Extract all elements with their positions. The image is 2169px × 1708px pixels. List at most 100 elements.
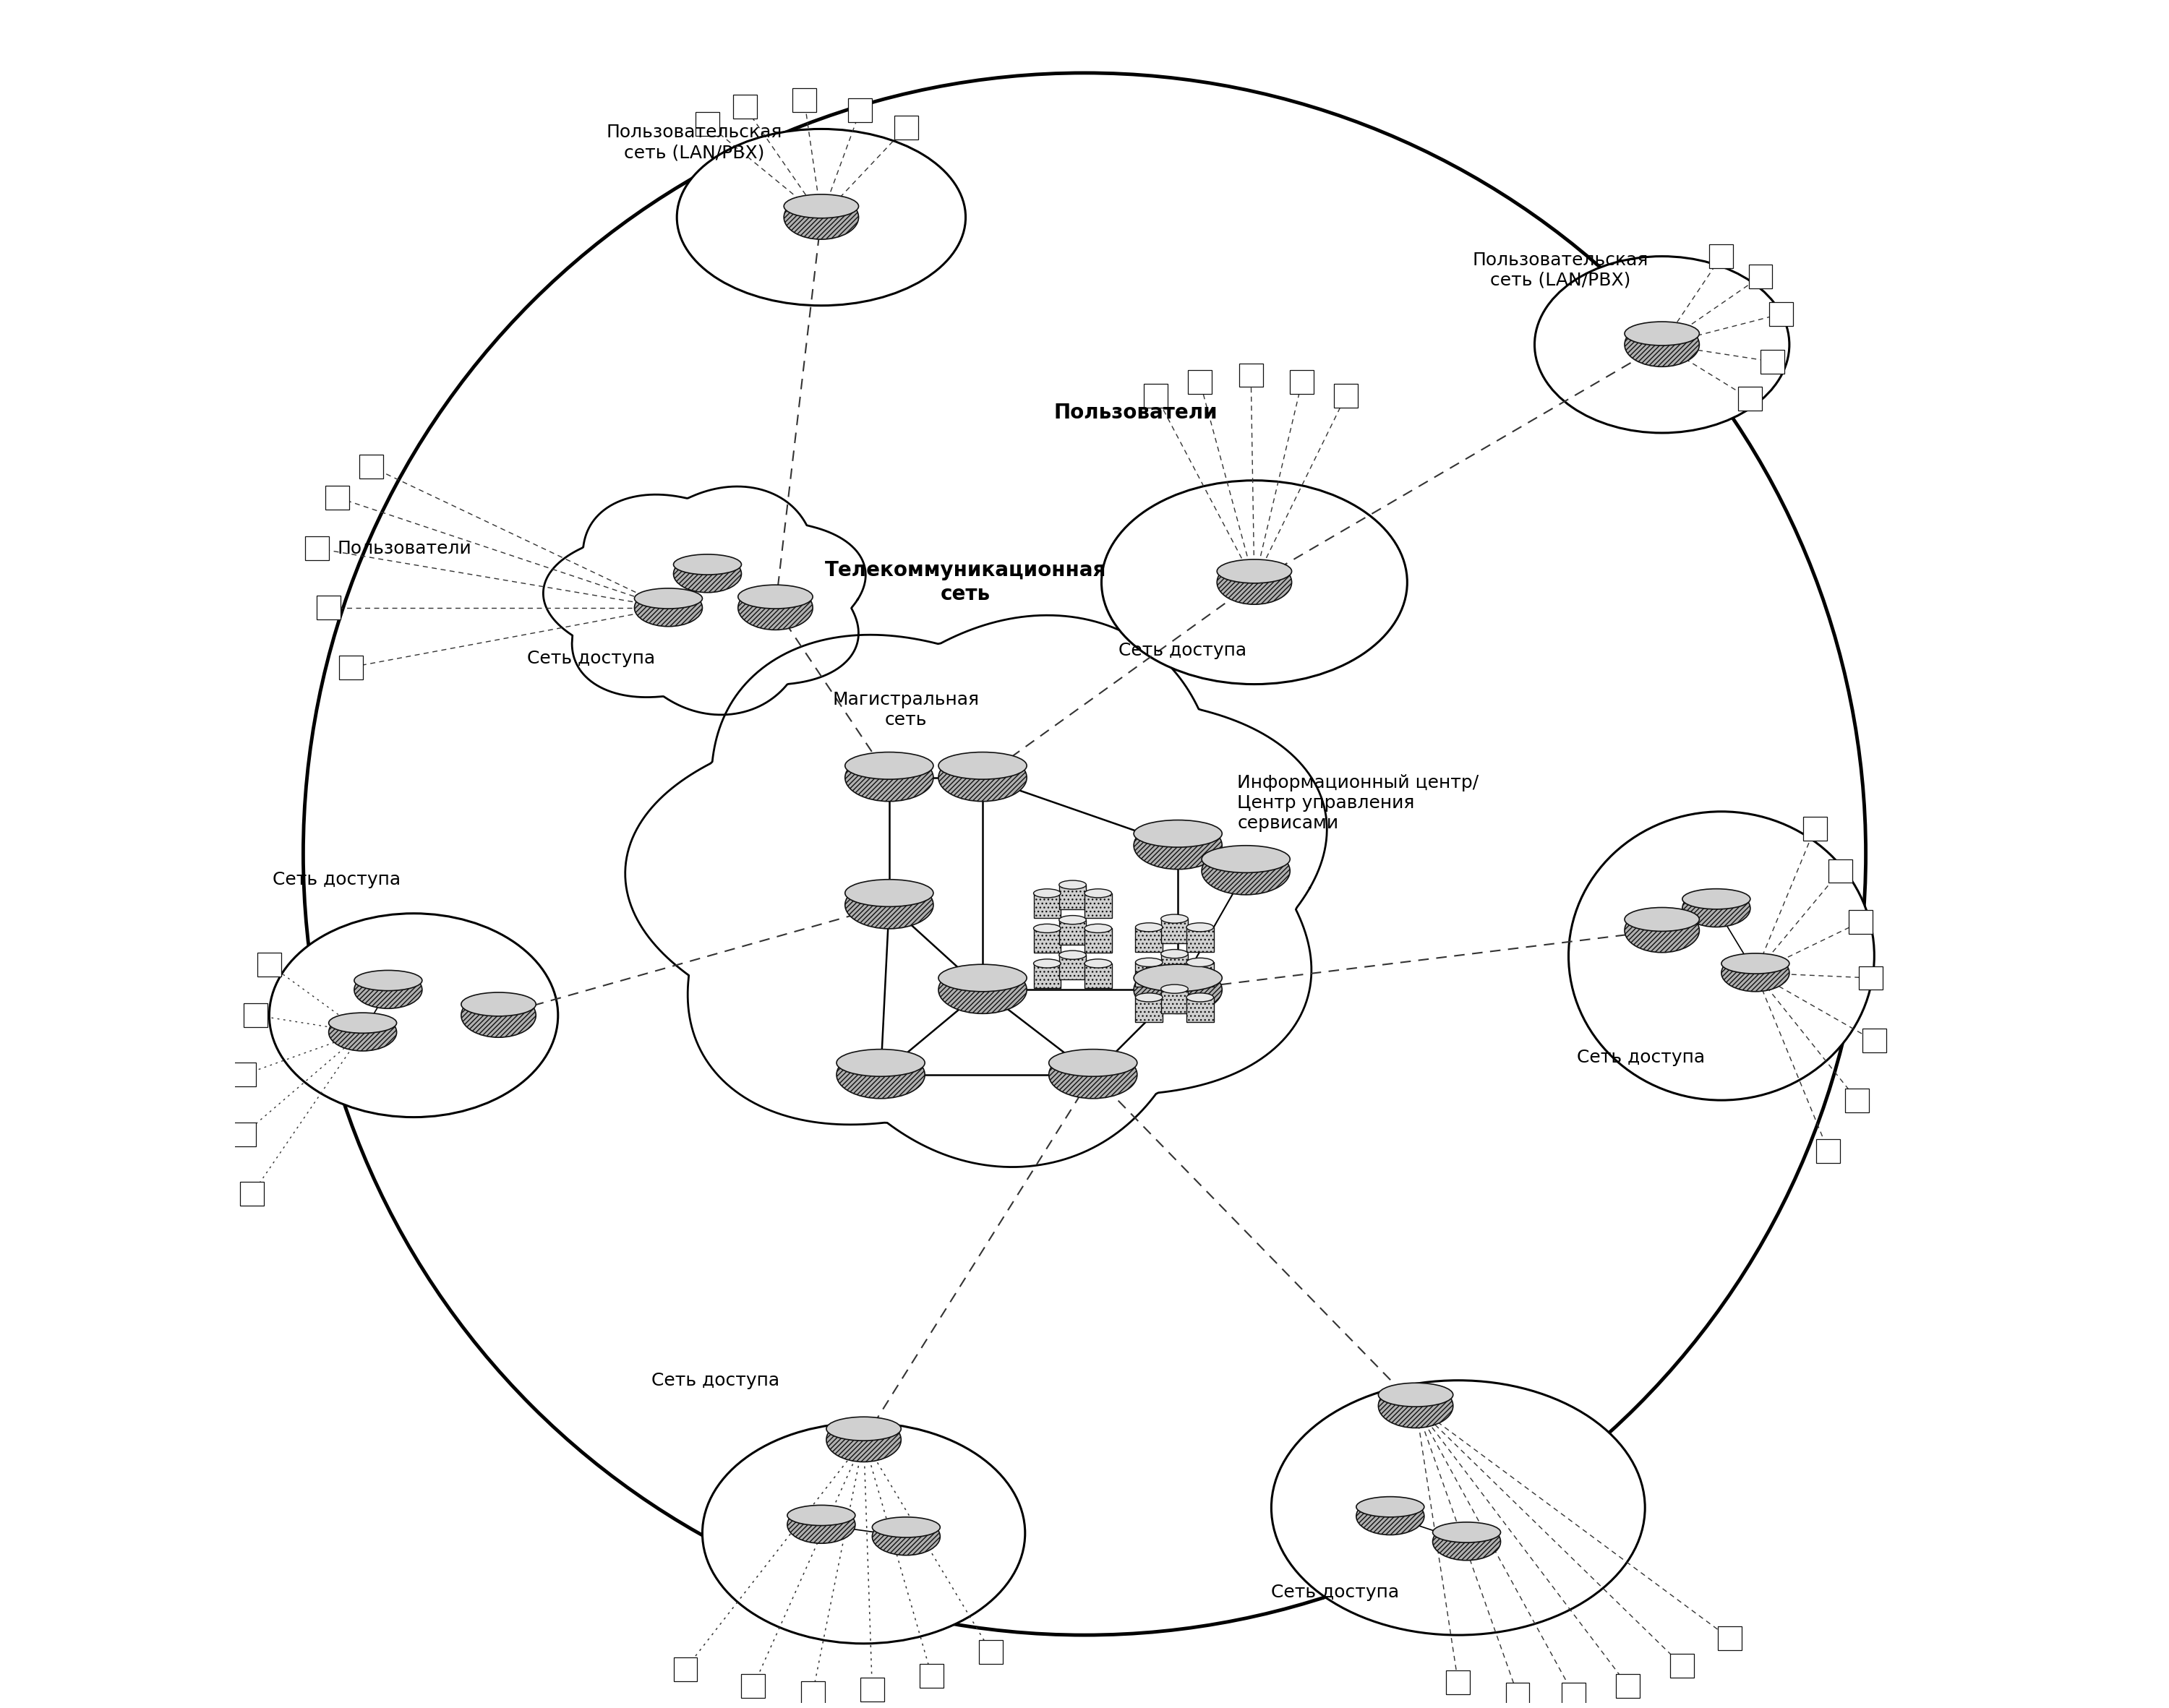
Ellipse shape [1722,955,1789,992]
Ellipse shape [846,753,933,801]
FancyBboxPatch shape [1859,967,1883,991]
Ellipse shape [1058,880,1087,890]
FancyBboxPatch shape [920,1664,944,1688]
FancyBboxPatch shape [1189,371,1212,395]
Ellipse shape [703,1423,1026,1643]
FancyBboxPatch shape [1035,893,1061,917]
Ellipse shape [826,1418,900,1440]
Ellipse shape [1625,321,1698,345]
Polygon shape [625,615,1327,1167]
Ellipse shape [633,588,703,608]
FancyBboxPatch shape [1186,962,1215,987]
Ellipse shape [1058,915,1087,924]
Ellipse shape [354,970,423,991]
FancyBboxPatch shape [1160,953,1189,979]
FancyBboxPatch shape [792,89,816,113]
Ellipse shape [1202,847,1291,895]
FancyBboxPatch shape [1718,1626,1742,1650]
FancyBboxPatch shape [241,1182,265,1206]
Text: Сеть доступа: Сеть доступа [527,651,655,668]
Ellipse shape [787,1505,855,1525]
Ellipse shape [783,195,859,219]
Ellipse shape [1035,888,1061,898]
FancyBboxPatch shape [258,953,282,977]
Ellipse shape [939,967,1026,1013]
FancyBboxPatch shape [1737,388,1761,412]
Ellipse shape [1134,922,1163,931]
FancyBboxPatch shape [1134,927,1163,951]
Ellipse shape [1186,922,1215,931]
FancyBboxPatch shape [325,485,349,509]
FancyBboxPatch shape [1238,364,1262,388]
Text: Телекоммуникационная
сеть: Телекоммуникационная сеть [824,560,1106,605]
FancyBboxPatch shape [1761,350,1785,374]
FancyBboxPatch shape [1291,371,1314,395]
Text: Информационный центр/
Центр управления
сервисами: Информационный центр/ Центр управления с… [1236,774,1479,832]
Ellipse shape [1683,888,1750,909]
Ellipse shape [1217,560,1293,582]
Ellipse shape [677,130,965,306]
Ellipse shape [1683,890,1750,927]
FancyBboxPatch shape [1748,265,1772,289]
Ellipse shape [872,1517,939,1537]
Ellipse shape [1134,992,1163,1003]
Text: Сеть доступа: Сеть доступа [273,871,401,888]
Ellipse shape [783,195,859,239]
FancyBboxPatch shape [800,1681,824,1705]
Ellipse shape [1186,958,1215,967]
Ellipse shape [939,752,1026,779]
Ellipse shape [1134,958,1163,967]
FancyBboxPatch shape [1084,893,1113,917]
Ellipse shape [1377,1383,1453,1428]
FancyBboxPatch shape [1848,910,1872,934]
Ellipse shape [1084,888,1113,898]
Ellipse shape [1186,992,1215,1003]
Text: Сеть доступа: Сеть доступа [651,1372,779,1389]
Ellipse shape [1625,909,1698,953]
Ellipse shape [1134,967,1221,1013]
Ellipse shape [1084,924,1113,933]
FancyBboxPatch shape [1670,1653,1694,1677]
Text: Сеть доступа: Сеть доступа [1577,1049,1705,1066]
FancyBboxPatch shape [306,536,330,560]
Ellipse shape [1722,953,1789,974]
FancyBboxPatch shape [1505,1682,1529,1706]
Ellipse shape [787,1506,855,1544]
Ellipse shape [1568,811,1874,1100]
Ellipse shape [1202,845,1291,873]
Ellipse shape [939,965,1026,992]
Text: Сеть доступа: Сеть доступа [1119,642,1247,659]
Ellipse shape [1134,965,1221,992]
Ellipse shape [1035,924,1061,933]
FancyBboxPatch shape [861,1677,885,1701]
Ellipse shape [1084,960,1113,968]
FancyBboxPatch shape [1134,997,1163,1021]
Ellipse shape [837,1050,924,1098]
Ellipse shape [1134,822,1221,869]
Ellipse shape [1356,1498,1425,1535]
Ellipse shape [304,73,1865,1635]
Ellipse shape [1160,950,1189,958]
Ellipse shape [1434,1522,1501,1542]
Polygon shape [542,487,865,714]
Ellipse shape [1058,951,1087,960]
FancyBboxPatch shape [733,96,757,120]
FancyBboxPatch shape [232,1122,256,1146]
FancyBboxPatch shape [1058,885,1087,909]
Text: Пользователи: Пользователи [1054,403,1217,422]
FancyBboxPatch shape [1186,927,1215,951]
FancyBboxPatch shape [1828,859,1852,883]
FancyBboxPatch shape [360,454,384,478]
FancyBboxPatch shape [317,596,341,620]
Ellipse shape [826,1418,900,1462]
Ellipse shape [846,752,933,779]
FancyBboxPatch shape [1616,1674,1640,1698]
FancyBboxPatch shape [894,116,917,138]
Ellipse shape [1160,984,1189,994]
Ellipse shape [1434,1524,1501,1561]
Ellipse shape [269,914,557,1117]
Ellipse shape [1625,907,1698,931]
FancyBboxPatch shape [232,1062,256,1086]
FancyBboxPatch shape [1143,384,1167,408]
FancyBboxPatch shape [1186,997,1215,1021]
